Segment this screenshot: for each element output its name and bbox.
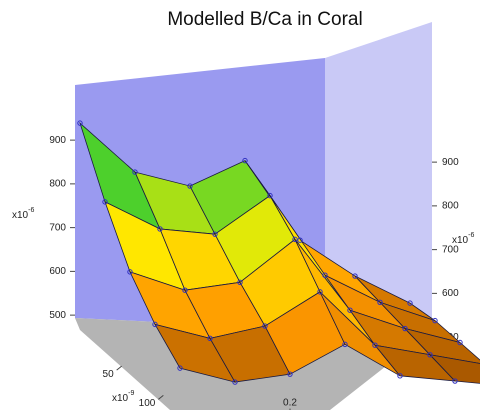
z-tick-label: 700	[49, 222, 66, 233]
surface-point	[237, 279, 243, 285]
surface-point	[457, 339, 463, 346]
surface-point	[342, 341, 348, 348]
surface-point	[207, 335, 213, 342]
z-tick-label: 500	[49, 310, 66, 321]
z-tick-label: 800	[49, 179, 66, 190]
surface-point	[77, 120, 83, 126]
surface-point	[262, 323, 268, 329]
z-tick-label: 900	[49, 135, 66, 146]
x-tick	[116, 365, 122, 371]
surface-point	[297, 237, 303, 243]
surface	[77, 120, 480, 385]
surface-point	[432, 317, 438, 324]
surface-point	[452, 378, 458, 384]
z-unit-right: x10-6	[452, 232, 474, 246]
x-tick-label: 100	[139, 398, 156, 409]
surface-point	[292, 236, 298, 243]
surface-point	[152, 321, 158, 328]
x-tick	[158, 394, 164, 400]
surface-point	[267, 192, 273, 199]
surface-point	[212, 231, 218, 237]
z-tick-label: 600	[49, 266, 66, 277]
surface-point	[322, 272, 328, 278]
surface-point	[377, 299, 383, 305]
surface-point	[402, 325, 408, 332]
right-wall	[325, 22, 432, 330]
surface-point	[407, 300, 413, 306]
z-unit-right-exp: -6	[468, 232, 474, 239]
z-unit-right-base: x10	[452, 235, 469, 246]
z-unit: x10-6	[12, 207, 34, 221]
surface-point	[127, 269, 133, 275]
surface-point	[242, 157, 248, 164]
surface-patch	[428, 354, 480, 384]
surface-point	[157, 226, 163, 232]
surface-patch	[403, 327, 480, 364]
z-tick-label-right: 600	[442, 288, 459, 299]
z-tick-label-right: 900	[442, 157, 459, 168]
surface-point	[372, 342, 378, 348]
z-tick-label-right: 800	[442, 201, 459, 212]
x-unit-base: x10	[112, 393, 129, 404]
surface-point	[177, 365, 183, 371]
surface-point	[317, 289, 323, 295]
x-unit-exp: -9	[128, 390, 134, 397]
surface-point	[132, 169, 138, 175]
chart-title: Modelled B/Ca in Coral	[167, 9, 362, 30]
surface-point	[352, 273, 358, 279]
z-tick-label-right: 700	[442, 244, 459, 255]
x-unit: x10-9	[112, 390, 134, 404]
y-tick-label: 0.2	[283, 398, 297, 409]
surface-point	[427, 352, 433, 358]
surface-point	[232, 379, 238, 385]
surface-point	[187, 183, 193, 189]
z-unit-base: x10	[12, 210, 29, 221]
surface-point	[347, 307, 353, 313]
x-tick-label: 50	[103, 369, 115, 380]
surface-point	[182, 287, 188, 293]
surface-point	[102, 199, 108, 205]
surface-point	[287, 371, 293, 377]
surface-point	[397, 373, 403, 379]
z-unit-exp: -6	[28, 207, 34, 214]
